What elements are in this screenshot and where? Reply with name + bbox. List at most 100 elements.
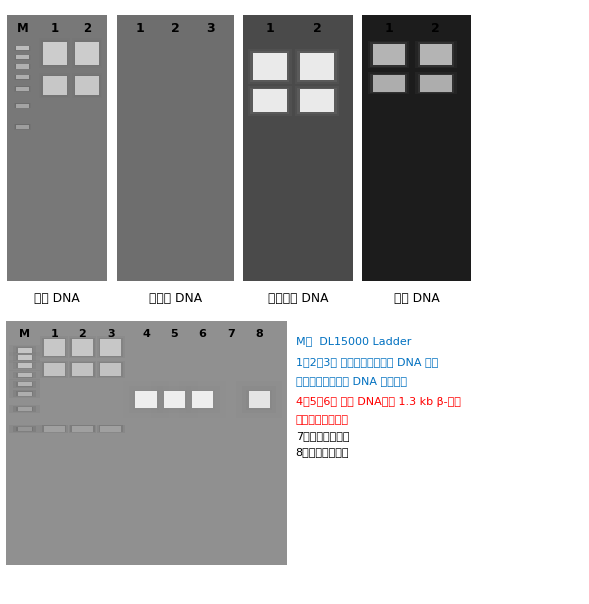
Text: M: M	[19, 329, 30, 339]
Bar	[15, 124, 30, 129]
Bar	[14, 124, 31, 130]
Bar	[98, 362, 123, 378]
Bar	[75, 76, 99, 95]
Bar	[18, 363, 32, 368]
Bar	[41, 361, 68, 378]
Text: 1: 1	[51, 22, 59, 36]
Bar	[74, 75, 101, 97]
Text: 糞便 DNA: 糞便 DNA	[393, 292, 439, 305]
Bar	[16, 75, 29, 79]
Bar	[14, 362, 36, 369]
Text: 枯草杆菌 DNA: 枯草杆菌 DNA	[268, 292, 328, 305]
Bar	[14, 381, 36, 388]
Bar	[368, 72, 409, 94]
Bar	[370, 74, 407, 93]
Bar	[16, 426, 33, 431]
Bar	[100, 339, 121, 356]
Bar	[164, 391, 185, 408]
Bar	[16, 124, 29, 129]
Bar	[14, 103, 31, 109]
Text: 2: 2	[171, 22, 180, 36]
Bar	[72, 363, 93, 376]
Bar	[72, 339, 93, 356]
Bar	[16, 373, 33, 378]
Text: 猜肉 DNA: 猜肉 DNA	[34, 292, 80, 305]
Bar	[14, 390, 36, 397]
Bar	[420, 75, 452, 92]
Bar	[9, 425, 40, 433]
Bar	[15, 55, 30, 60]
Bar	[253, 53, 287, 80]
Bar	[18, 407, 32, 411]
Bar	[16, 104, 29, 108]
Bar	[70, 338, 95, 357]
Bar	[41, 425, 68, 432]
Bar	[14, 406, 36, 412]
Text: 7：扩增阴性对照: 7：扩增阴性对照	[296, 431, 349, 441]
Bar	[98, 338, 123, 357]
Bar	[420, 43, 452, 65]
Bar	[15, 86, 30, 91]
Bar	[14, 86, 31, 92]
Bar	[370, 42, 407, 66]
Bar	[161, 390, 187, 410]
Bar	[43, 42, 67, 65]
Text: 小蓬草 DNA: 小蓬草 DNA	[149, 292, 202, 305]
Bar	[69, 336, 96, 358]
Bar	[297, 51, 336, 82]
Bar	[16, 65, 29, 68]
Bar	[418, 74, 454, 93]
Bar	[70, 425, 95, 432]
Text: 1: 1	[266, 22, 274, 36]
Bar	[98, 425, 123, 432]
Bar	[70, 362, 95, 378]
Bar	[100, 363, 121, 376]
Bar	[42, 425, 67, 432]
Bar	[247, 49, 292, 84]
Bar	[97, 361, 124, 378]
Bar	[14, 63, 31, 69]
Bar	[14, 354, 36, 361]
Bar	[297, 88, 336, 114]
Bar	[16, 86, 29, 91]
Bar	[42, 338, 67, 357]
Bar	[246, 390, 272, 410]
Bar	[300, 89, 334, 112]
Bar	[18, 427, 32, 431]
Bar	[418, 42, 454, 66]
Text: 白引物）扩增条带: 白引物）扩增条带	[296, 415, 349, 425]
Text: 4: 4	[142, 329, 150, 339]
Text: 1: 1	[136, 22, 144, 36]
Bar	[14, 45, 31, 51]
Bar	[7, 15, 107, 281]
Text: 1: 1	[385, 22, 393, 36]
Bar	[117, 15, 234, 281]
Bar	[16, 391, 33, 396]
Bar	[133, 390, 159, 410]
Bar	[135, 391, 157, 408]
Bar	[14, 371, 36, 379]
Text: 试剂盒提取的人血 DNA 电泳条带: 试剂盒提取的人血 DNA 电泳条带	[296, 376, 406, 385]
Bar	[9, 379, 40, 389]
Bar	[16, 382, 33, 387]
Bar	[44, 426, 65, 432]
Bar	[294, 49, 339, 84]
Text: 6: 6	[198, 329, 207, 339]
Bar	[242, 387, 276, 413]
Bar	[9, 345, 40, 356]
Bar	[9, 352, 40, 363]
Text: 4、5、6： 人血 DNA（人 1.3 kb β-球蛋: 4、5、6： 人血 DNA（人 1.3 kb β-球蛋	[296, 397, 461, 406]
Bar	[243, 15, 353, 281]
Bar	[16, 47, 29, 50]
Bar	[18, 355, 32, 360]
Bar	[9, 405, 40, 413]
Bar	[129, 387, 163, 413]
Bar	[16, 347, 33, 353]
Bar	[14, 347, 36, 354]
Bar	[250, 88, 289, 114]
Bar	[15, 46, 30, 51]
Bar	[42, 362, 67, 378]
Text: 3: 3	[207, 22, 215, 36]
Bar	[14, 54, 31, 60]
Text: 2: 2	[432, 22, 440, 36]
